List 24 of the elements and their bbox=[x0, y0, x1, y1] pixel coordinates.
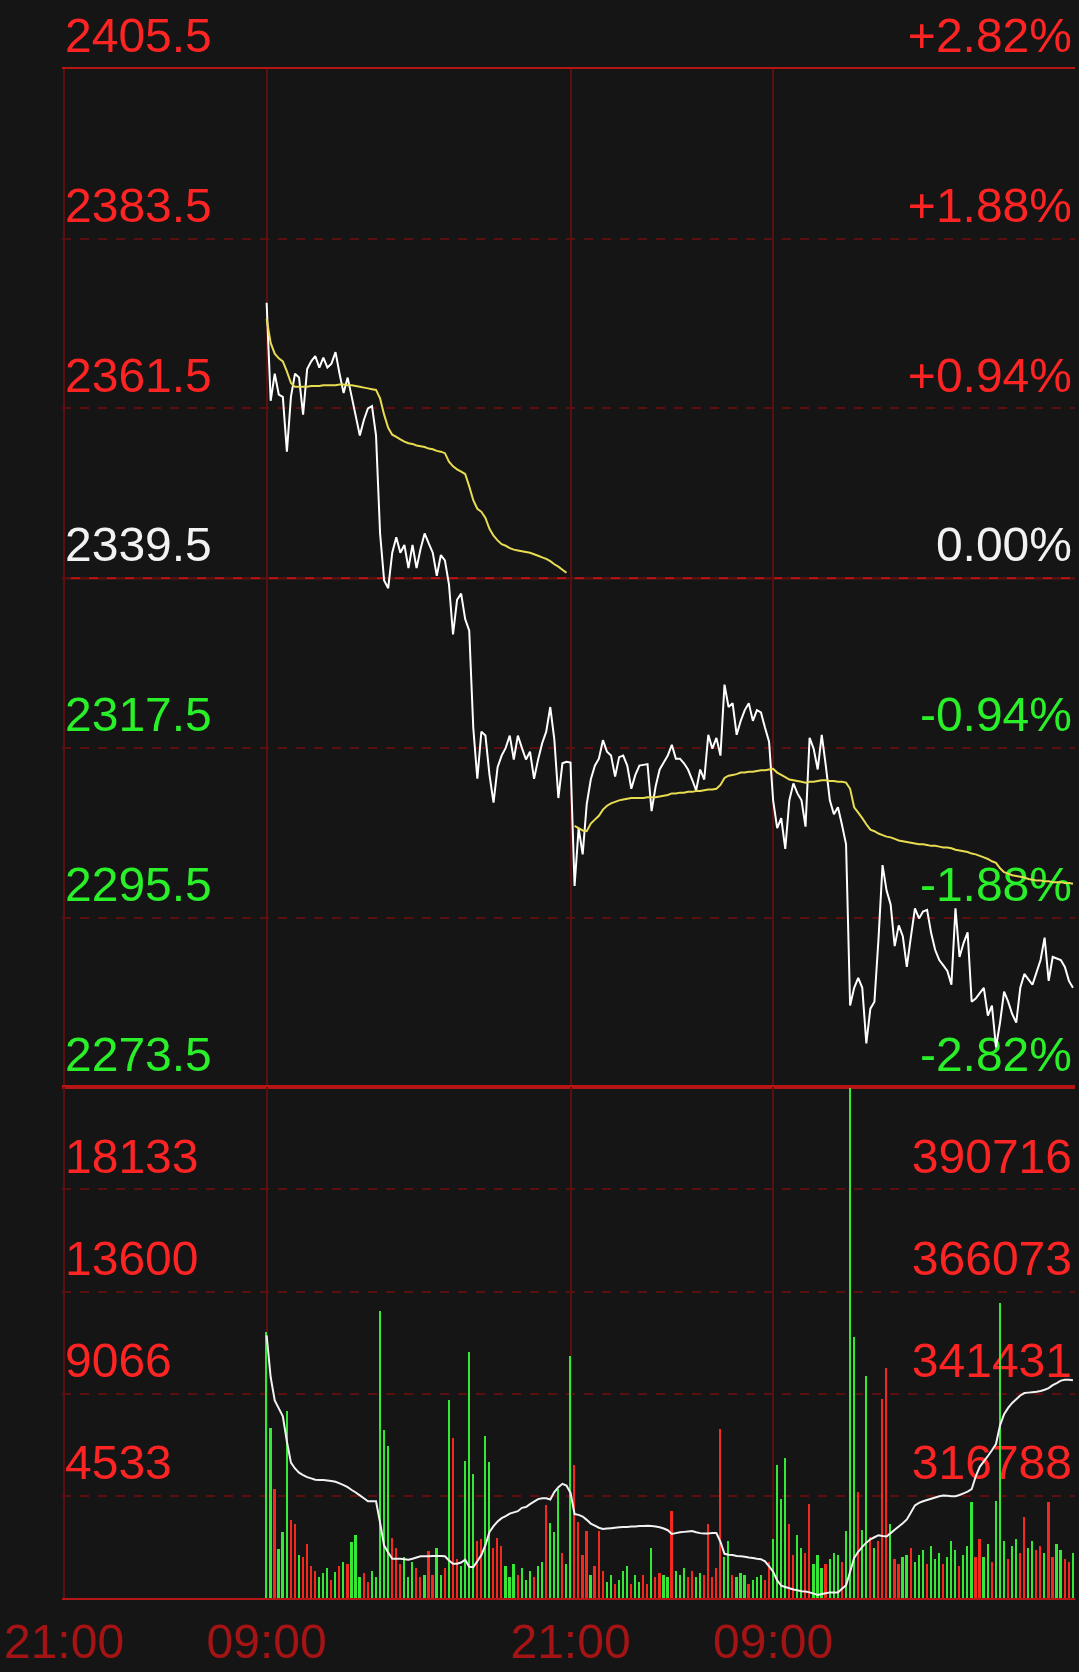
y-tick-label: 13600 bbox=[65, 1231, 199, 1285]
x-tick-label: 21:00 bbox=[3, 1614, 125, 1668]
y2-tick-label: -2.82% bbox=[919, 1027, 1072, 1081]
x-tick-label: 09:00 bbox=[713, 1614, 834, 1668]
y2-tick-label: +1.88% bbox=[907, 178, 1072, 232]
y2-tick-label: -0.94% bbox=[919, 688, 1072, 742]
y-tick-label: 2383.5 bbox=[65, 178, 212, 232]
y2-tick-label: 366073 bbox=[911, 1231, 1072, 1285]
y-tick-label: 9066 bbox=[65, 1333, 172, 1387]
y-tick-label: 2295.5 bbox=[65, 857, 212, 911]
y-tick-label: 4533 bbox=[65, 1436, 172, 1490]
y-tick-label: 18133 bbox=[65, 1129, 199, 1183]
y-tick-label: 2405.5 bbox=[65, 9, 212, 63]
y-tick-label: 2273.5 bbox=[65, 1027, 212, 1081]
y2-tick-label: 390716 bbox=[911, 1129, 1072, 1183]
x-tick-label: 21:00 bbox=[510, 1614, 631, 1668]
y-tick-label: 2339.5 bbox=[65, 518, 212, 572]
y2-tick-label: -1.88% bbox=[919, 857, 1072, 911]
y2-tick-label: +2.82% bbox=[907, 9, 1072, 63]
y2-tick-label: 0.00% bbox=[935, 518, 1072, 572]
y2-tick-label: +0.94% bbox=[907, 348, 1072, 402]
y-tick-label: 2317.5 bbox=[65, 688, 212, 742]
y-tick-label: 2361.5 bbox=[65, 348, 212, 402]
x-tick-label: 09:00 bbox=[206, 1614, 327, 1668]
